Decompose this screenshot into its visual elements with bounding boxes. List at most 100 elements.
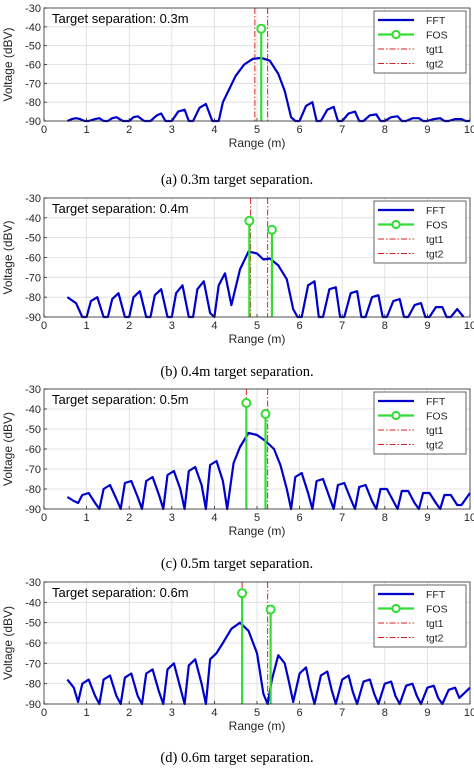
subplot-d: 0 1 2 3 4 5 6 7 8 9 10 -30 -40 -50 -60 -70 -80 -90 Range (… <box>1 577 474 766</box>
x-tick-label: 3 <box>169 320 175 332</box>
x-axis-label: Range (m) <box>229 136 286 150</box>
fos-marker <box>244 215 255 226</box>
y-tick-label: -80 <box>25 292 41 304</box>
fft-series-line <box>66 431 471 511</box>
subfigure-caption: (a) 0.3m target separation. <box>161 172 313 188</box>
x-tick-label: 2 <box>126 512 132 524</box>
fos-marker <box>241 398 252 408</box>
x-tick-label: 1 <box>84 124 90 136</box>
x-tick-label: 7 <box>339 512 345 524</box>
fos-marker <box>266 224 277 235</box>
x-tick-label: 1 <box>84 707 90 719</box>
subplot-c: 0 1 2 3 4 5 6 7 8 9 10 -30 -40 -50 -60 -70 -80 -90 Range (… <box>1 384 474 572</box>
x-axis-label: Range (m) <box>229 524 286 538</box>
legend-marker-fos <box>391 603 401 614</box>
legend-entry: FFT <box>426 589 446 601</box>
fos-marker <box>265 604 276 615</box>
x-tick-label: 1 <box>84 320 90 332</box>
x-tick-label: 2 <box>126 707 132 719</box>
y-tick-label: -80 <box>25 679 41 691</box>
x-tick-label: 7 <box>339 320 345 332</box>
fos-marker <box>256 23 267 34</box>
legend-entry: FFT <box>426 396 446 408</box>
separation-annotation: Target separation: 0.5m <box>52 392 189 407</box>
x-tick-label: 10 <box>464 320 474 332</box>
y-tick-label: -90 <box>25 504 41 516</box>
legend-box <box>373 584 467 648</box>
x-tick-label: 4 <box>211 124 217 136</box>
legend: FFT FOS tgt1 tgt2 <box>373 584 467 648</box>
y-tick-label: -80 <box>25 484 41 496</box>
x-tick-label: 6 <box>297 707 303 719</box>
fos-marker <box>260 409 271 419</box>
x-tick-label: 3 <box>169 512 175 524</box>
x-tick-label: 9 <box>424 320 430 332</box>
x-tick-label: 0 <box>41 512 47 524</box>
legend-entry: FOS <box>426 604 448 616</box>
x-tick-label: 10 <box>464 707 474 719</box>
y-tick-label: -90 <box>25 699 41 711</box>
x-tick-label: 6 <box>297 320 303 332</box>
x-tick-label: 4 <box>211 320 217 332</box>
subplot-b: 0 1 2 3 4 5 6 7 8 9 10 -30 -40 -50 -60 -70 -80 -90 Range (… <box>1 193 474 380</box>
x-tick-label: 5 <box>254 512 260 524</box>
y-axis-label: Voltage (dBV) <box>1 220 15 294</box>
y-tick-label: -60 <box>25 638 41 650</box>
x-tick-label: 6 <box>297 512 303 524</box>
x-tick-label: 4 <box>211 707 217 719</box>
fos-marker <box>237 588 248 599</box>
x-tick-label: 10 <box>464 512 474 524</box>
y-tick-label: -60 <box>25 253 41 265</box>
y-tick-label: -30 <box>25 577 41 589</box>
y-tick-label: -70 <box>25 658 41 670</box>
y-tick-label: -30 <box>25 384 41 396</box>
x-tick-label: 3 <box>169 124 175 136</box>
x-tick-label: 5 <box>254 124 260 136</box>
x-axis-label: Range (m) <box>229 719 286 733</box>
y-tick-label: -70 <box>25 78 41 90</box>
x-tick-label: 9 <box>424 124 430 136</box>
y-tick-label: -50 <box>25 41 41 53</box>
legend: FFT FOS tgt1 tgt2 <box>373 391 467 455</box>
y-tick-label: -40 <box>25 22 41 34</box>
legend-box <box>373 200 467 264</box>
x-tick-label: 7 <box>339 124 345 136</box>
legend: FFT FOS tgt1 tgt2 <box>373 10 467 74</box>
legend-entry: tgt2 <box>426 249 444 261</box>
y-tick-label: -60 <box>25 444 41 456</box>
x-tick-label: 9 <box>424 512 430 524</box>
y-axis-label: Voltage (dBV) <box>1 27 15 101</box>
legend-marker-fos <box>391 29 401 40</box>
legend-entry: tgt1 <box>426 44 444 56</box>
subfigure-caption: (d) 0.6m target separation. <box>160 750 313 766</box>
x-tick-label: 0 <box>41 707 47 719</box>
legend-entry: FFT <box>426 205 446 217</box>
y-axis-label: Voltage (dBV) <box>1 606 15 680</box>
legend-entry: FOS <box>426 30 448 42</box>
legend-entry: FOS <box>426 411 448 423</box>
legend-entry: tgt2 <box>426 440 444 452</box>
x-tick-label: 1 <box>84 512 90 524</box>
x-tick-label: 8 <box>382 707 388 719</box>
separation-annotation: Target separation: 0.3m <box>52 11 189 26</box>
x-tick-label: 6 <box>297 124 303 136</box>
y-tick-label: -40 <box>25 597 41 609</box>
separation-annotation: Target separation: 0.4m <box>52 201 189 216</box>
legend-box <box>373 391 467 455</box>
y-tick-label: -90 <box>25 116 41 128</box>
y-tick-label: -60 <box>25 60 41 72</box>
legend-entry: tgt2 <box>426 59 444 71</box>
legend-entry: tgt1 <box>426 234 444 246</box>
x-tick-label: 7 <box>339 707 345 719</box>
subfigure-caption: (c) 0.5m target separation. <box>161 556 313 572</box>
y-tick-label: -30 <box>25 3 41 15</box>
y-tick-label: -70 <box>25 272 41 284</box>
x-tick-label: 8 <box>382 512 388 524</box>
x-tick-label: 2 <box>126 124 132 136</box>
subfigure-caption: (b) 0.4m target separation. <box>160 364 313 380</box>
x-tick-label: 9 <box>424 707 430 719</box>
y-tick-label: -50 <box>25 618 41 630</box>
legend-entry: tgt2 <box>426 633 444 645</box>
x-tick-label: 0 <box>41 320 47 332</box>
